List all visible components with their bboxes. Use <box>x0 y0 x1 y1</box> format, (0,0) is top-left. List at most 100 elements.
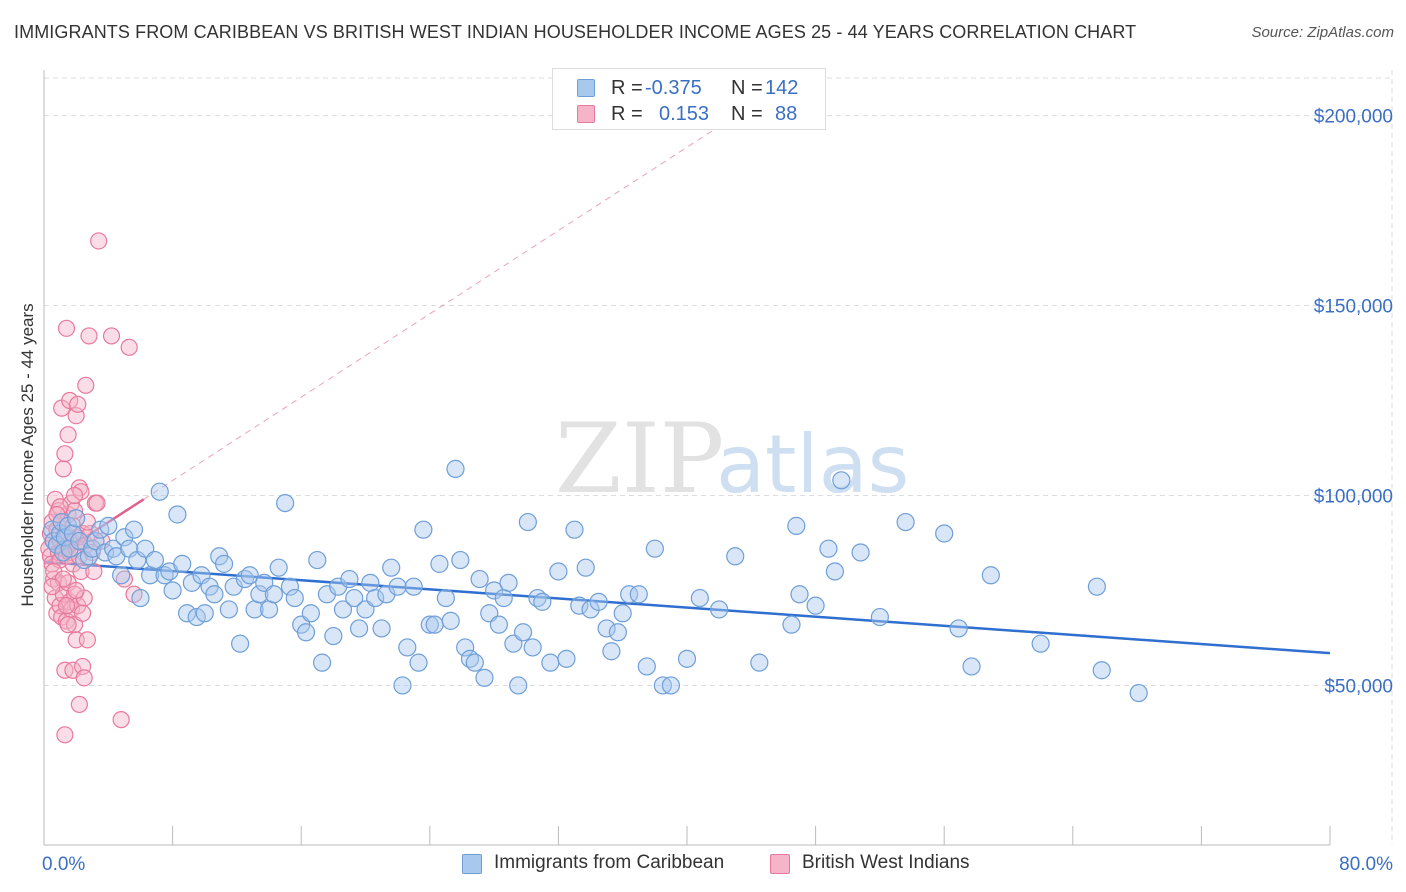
data-point-caribbean <box>533 592 552 611</box>
data-point-british-west-indians <box>56 726 74 744</box>
data-point-caribbean <box>112 566 131 585</box>
data-point-caribbean <box>570 596 589 615</box>
data-point-caribbean <box>177 604 197 623</box>
stats-swatch-blue <box>577 79 595 97</box>
stats-box: R = -0.375 N = 142 R = 0.153 N = 88 <box>552 68 826 130</box>
y-tick-label: $50,000 <box>1324 676 1393 697</box>
y-tick-labels: $50,000 $100,000 $150,000 $200,000 <box>1314 107 1393 698</box>
data-point-caribbean <box>131 588 150 608</box>
data-point-caribbean <box>806 596 825 615</box>
data-point-caribbean <box>1031 634 1050 653</box>
data-point-caribbean <box>231 634 250 653</box>
trend-lines <box>43 77 1331 655</box>
data-point-caribbean <box>182 573 201 592</box>
legend-swatch-blue <box>462 854 482 874</box>
data-point-british-west-indians <box>72 562 90 581</box>
source-label: Source: ZipAtlas.com <box>1251 24 1394 41</box>
y-tick-label: $100,000 <box>1314 486 1393 507</box>
data-point-caribbean <box>340 569 359 589</box>
data-point-caribbean <box>726 547 745 566</box>
data-point-caribbean <box>465 653 484 672</box>
data-point-caribbean <box>557 649 576 668</box>
data-point-caribbean <box>475 668 494 687</box>
data-point-caribbean <box>790 585 809 604</box>
data-point-caribbean <box>485 581 504 600</box>
series-immigrants-from-caribbean <box>42 459 1148 703</box>
data-point-caribbean <box>661 676 681 695</box>
data-point-caribbean <box>264 585 283 604</box>
data-point-caribbean <box>470 569 489 589</box>
data-point-caribbean <box>404 577 423 596</box>
data-point-caribbean <box>163 581 182 600</box>
data-point-caribbean <box>613 604 632 623</box>
data-point-british-west-indians <box>80 327 98 345</box>
data-point-caribbean <box>981 566 1000 585</box>
data-point-caribbean <box>393 676 412 695</box>
data-point-caribbean <box>576 558 595 577</box>
data-point-caribbean <box>451 550 470 570</box>
data-point-british-west-indians <box>78 631 97 649</box>
data-point-caribbean <box>219 600 238 619</box>
data-point-caribbean <box>456 638 475 657</box>
data-point-caribbean <box>851 543 870 562</box>
n-label: N = <box>731 77 763 99</box>
data-point-caribbean <box>312 653 332 672</box>
r-label: R = <box>611 77 643 99</box>
trend-line-british-west-indians-extension <box>143 77 795 500</box>
data-point-caribbean <box>645 539 664 558</box>
y-tick-label: $200,000 <box>1314 107 1393 128</box>
data-point-caribbean <box>1087 577 1107 596</box>
series-british-west-indians <box>40 232 143 744</box>
data-point-british-west-indians <box>73 604 92 622</box>
data-point-caribbean <box>145 550 165 570</box>
chart-title: IMMIGRANTS FROM CARIBBEAN VS BRITISH WES… <box>14 22 1137 42</box>
n-label: N = <box>731 103 763 125</box>
r-value: -0.375 <box>645 77 702 99</box>
data-point-caribbean <box>280 577 300 596</box>
data-point-caribbean <box>63 524 83 543</box>
data-point-caribbean <box>935 524 954 543</box>
data-point-caribbean <box>388 577 407 596</box>
data-point-british-west-indians <box>65 486 84 505</box>
data-point-caribbean <box>523 638 542 657</box>
r-label: R = <box>611 103 643 125</box>
data-point-caribbean <box>382 558 401 577</box>
data-point-caribbean <box>361 573 380 592</box>
data-point-caribbean <box>430 554 449 573</box>
data-point-caribbean <box>115 528 134 547</box>
data-point-caribbean <box>349 619 369 638</box>
data-point-caribbean <box>296 623 316 642</box>
data-point-british-west-indians <box>57 597 76 615</box>
x-tick-label-max: 80.0% <box>1339 854 1393 875</box>
data-point-caribbean <box>414 520 433 539</box>
data-point-caribbean <box>250 585 269 604</box>
data-point-caribbean <box>608 623 627 642</box>
data-point-caribbean <box>782 615 801 634</box>
data-point-british-west-indians <box>77 376 95 394</box>
data-point-caribbean <box>489 615 509 634</box>
data-point-british-west-indians <box>59 616 77 634</box>
data-point-caribbean <box>269 558 288 577</box>
stats-row-caribbean: R = -0.375 N = 142 <box>553 75 825 101</box>
x-tick-labels: 0.0% 80.0% <box>42 854 1393 875</box>
data-point-caribbean <box>366 588 385 608</box>
data-point-caribbean <box>67 509 86 528</box>
data-point-caribbean <box>168 505 187 524</box>
data-point-british-west-indians <box>57 319 76 337</box>
data-point-caribbean <box>441 611 460 630</box>
data-point-caribbean <box>425 615 444 634</box>
data-point-caribbean <box>518 512 537 532</box>
axes <box>43 70 1331 846</box>
data-point-caribbean <box>637 657 656 676</box>
data-point-caribbean <box>825 562 844 581</box>
data-point-caribbean <box>333 600 353 619</box>
data-point-caribbean <box>60 539 79 558</box>
data-point-caribbean <box>565 520 584 539</box>
data-point-caribbean <box>870 607 890 627</box>
data-point-caribbean <box>509 676 528 695</box>
data-point-caribbean <box>513 623 533 642</box>
data-point-caribbean <box>499 573 518 592</box>
data-point-british-west-indians <box>115 570 133 588</box>
data-point-british-west-indians <box>90 232 108 250</box>
